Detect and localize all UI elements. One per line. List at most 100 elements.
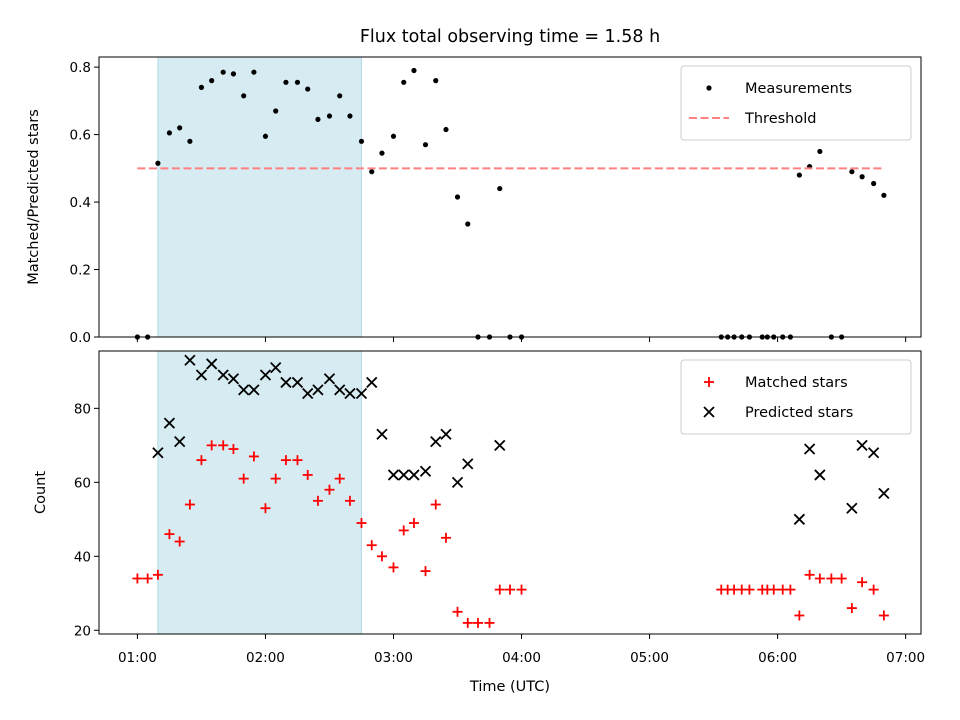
top-y-tick-label: 0.2 [70, 263, 91, 279]
bottom-series-predicted-stars-point [206, 358, 218, 370]
bottom-y-tick-label: 60 [74, 475, 91, 491]
bottom-series-matched-stars-point [344, 495, 355, 506]
bottom-series-matched-stars-point [785, 584, 796, 595]
bottom-series-predicted-stars-point [387, 469, 400, 481]
top-series-measurements-point [241, 93, 247, 99]
bottom-series-predicted-stars-point [430, 435, 442, 448]
bottom-series-predicted-stars-point-b [398, 469, 410, 481]
bottom-series-matched-stars-point [366, 540, 377, 551]
bottom-series-predicted-stars-point-b [814, 469, 826, 481]
bottom-series-predicted-stars-point-b [195, 369, 208, 381]
bottom-series-predicted-stars-point-b [312, 384, 324, 396]
bottom-x-tick-label: 06:00 [758, 650, 797, 666]
top-series-measurements-point [283, 79, 289, 85]
top-legend-entry-label: Measurements [745, 81, 852, 97]
bottom-series-matched-stars-point [228, 444, 239, 455]
top-series-measurements [134, 67, 887, 340]
bottom-plot-marks [132, 354, 890, 628]
bottom-y-axis: 20 40 60 80 [74, 401, 99, 639]
bottom-series-matched-stars-point [248, 451, 259, 462]
bottom-series-predicted-stars-point [878, 487, 890, 500]
bottom-legend-box [680, 359, 912, 435]
bottom-series-predicted-stars-point-b [248, 384, 260, 396]
top-series-measurements-point [166, 130, 173, 136]
bottom-series-predicted-stars-point-b [878, 487, 890, 500]
bottom-series-matched-stars-point [430, 499, 441, 510]
bottom-series-predicted-stars-point-b [440, 428, 452, 440]
bottom-series-matched-stars-point [324, 484, 335, 495]
bottom-shade-rect [157, 350, 362, 635]
bottom-series-predicted-stars-point-b [419, 465, 432, 477]
bottom-x-tick-label: 02:00 [246, 650, 285, 666]
bottom-series-matched-stars-point [312, 495, 323, 506]
bottom-series-matched-stars-point [302, 469, 313, 480]
bottom-series-predicted-stars-point [440, 428, 452, 440]
bottom-series-matched-stars-point [846, 603, 857, 614]
top-series-measurements-point [422, 142, 429, 148]
bottom-series-matched-stars-point [164, 529, 175, 540]
bottom-axes-frame [98, 350, 922, 635]
bottom-series-predicted-stars-point-b [376, 428, 388, 440]
bottom-series-matched-stars-point [184, 499, 195, 510]
bottom-legend-entry: Matched stars [704, 375, 848, 391]
bottom-series-matched-stars-point [472, 617, 483, 628]
bottom-series-matched-stars-point [768, 584, 779, 595]
bottom-series-predicted-stars-point [174, 435, 186, 448]
bottom-series-matched-stars-point [868, 584, 879, 595]
bottom-series-predicted-stars-point-b [366, 376, 378, 389]
bottom-series-matched-stars-point [878, 610, 889, 621]
bottom-series-predicted-stars-point [376, 428, 388, 440]
bottom-shaded-region [157, 350, 362, 635]
bottom-series-predicted-stars-point-b [227, 373, 240, 385]
bottom-series-matched-stars-point [196, 455, 207, 466]
bottom-legend-entry-handle [703, 406, 715, 418]
bottom-series-matched-stars-point [238, 473, 249, 484]
bottom-series-matched-stars-point [398, 525, 409, 536]
bottom-series-predicted-stars-point-b [152, 447, 164, 459]
bottom-series-matched-stars-point [494, 584, 505, 595]
bottom-series-predicted-stars-point [803, 443, 816, 455]
top-series-measurements-point [251, 69, 257, 75]
bottom-series-predicted-stars-point [323, 373, 336, 385]
bottom-series-predicted-stars-point-b [846, 502, 858, 514]
bottom-series-predicted-stars-point-b [408, 469, 420, 481]
bottom-series-matched-stars-point [836, 573, 847, 584]
bottom-series-predicted-stars-point [217, 369, 229, 381]
bottom-series-predicted-stars-point-b [867, 447, 880, 459]
top-series-measurements-point [337, 93, 343, 99]
top-series-measurements-point [401, 79, 407, 85]
bottom-series-matched-stars-point [356, 518, 367, 529]
bottom-series-predicted-stars-point-b [206, 358, 218, 370]
top-series-measurements-point [347, 113, 353, 119]
bottom-series-predicted-stars-point-b [238, 384, 250, 396]
top-y-tick-label: 0.8 [70, 60, 91, 76]
bottom-series-matched-stars-point [826, 573, 837, 584]
bottom-legend-entry-label: Predicted stars [745, 405, 853, 421]
top-series-measurements-point [155, 160, 161, 166]
bottom-series-matched-stars-point [388, 562, 399, 573]
bottom-series-predicted-stars-point-b [163, 417, 176, 429]
bottom-series-predicted-stars-point [259, 369, 272, 381]
bottom-series-predicted-stars-point [195, 369, 208, 381]
top-shade-rect [157, 56, 362, 338]
bottom-legend-entry-handle [704, 377, 714, 387]
top-series-measurements-point [433, 78, 439, 84]
bottom-series-predicted-stars-point-b [302, 387, 314, 400]
bottom-series-predicted-stars-point-b [793, 513, 806, 525]
bottom-series-predicted-stars-point [408, 469, 420, 481]
bottom-series-predicted-stars-point [462, 458, 474, 470]
bottom-series-predicted-stars-point-b [323, 373, 336, 385]
bottom-x-tick-label: 03:00 [374, 650, 413, 666]
bottom-series-predicted-stars-point [248, 384, 260, 396]
top-panel: 0.00.20.40.60.8 Matched/Predicted stars … [26, 56, 922, 346]
bottom-series-matched-stars-point [152, 569, 163, 580]
bottom-series-predicted-stars-point [152, 447, 164, 459]
bottom-series-matched-stars-point [218, 440, 229, 451]
bottom-series-matched-stars-point [857, 577, 868, 588]
top-y-axis-label: Matched/Predicted stars [26, 109, 42, 285]
top-series-measurements-point [443, 126, 449, 133]
bottom-series-predicted-stars-point-b [270, 362, 282, 374]
bottom-series-matched-stars-point [260, 503, 271, 514]
top-series-measurements-point [859, 174, 865, 180]
top-series-measurements-point [379, 150, 385, 156]
